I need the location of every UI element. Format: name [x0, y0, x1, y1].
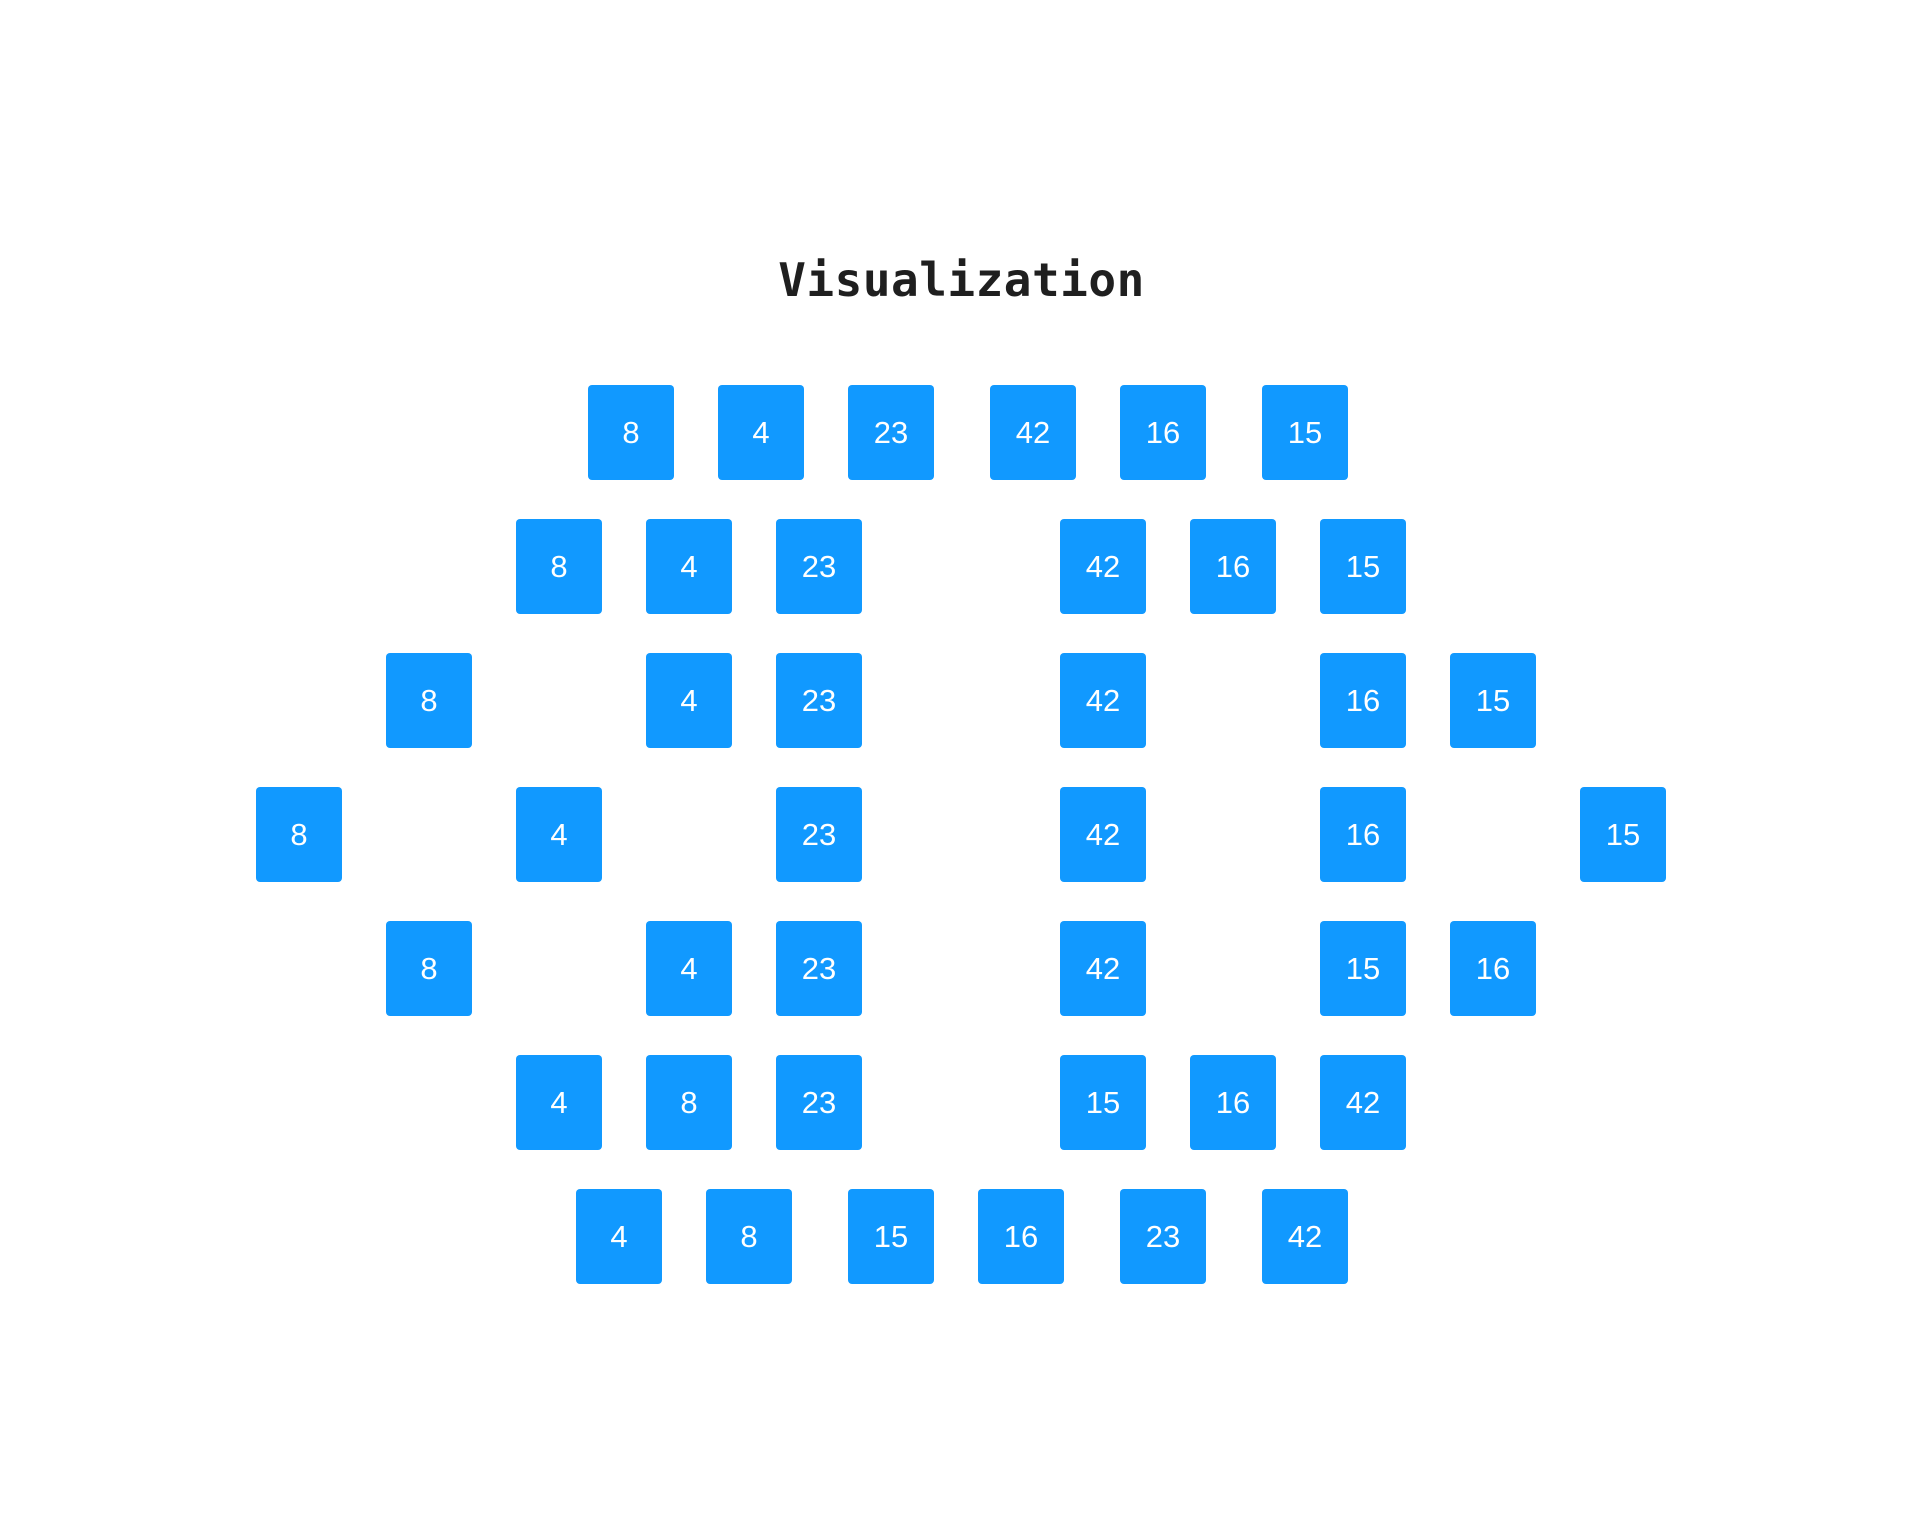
diagram-title: Visualization [778, 253, 1145, 307]
value-cell: 8 [256, 787, 342, 882]
value-cell: 4 [516, 787, 602, 882]
value-cell: 8 [386, 921, 472, 1016]
value-cell: 4 [646, 653, 732, 748]
value-cell: 42 [990, 385, 1076, 480]
value-cell: 16 [1320, 653, 1406, 748]
value-cell: 23 [776, 1055, 862, 1150]
value-cell: 15 [1320, 921, 1406, 1016]
value-cell: 4 [646, 519, 732, 614]
value-cell: 16 [1190, 519, 1276, 614]
value-cell: 15 [1060, 1055, 1146, 1150]
value-cell: 23 [776, 653, 862, 748]
value-cell: 42 [1320, 1055, 1406, 1150]
value-cell: 8 [646, 1055, 732, 1150]
value-cell: 8 [516, 519, 602, 614]
value-cell: 4 [576, 1189, 662, 1284]
value-cell: 42 [1060, 787, 1146, 882]
value-cell: 4 [646, 921, 732, 1016]
value-cell: 8 [588, 385, 674, 480]
value-cell: 23 [776, 787, 862, 882]
value-cell: 23 [1120, 1189, 1206, 1284]
value-cell: 15 [1580, 787, 1666, 882]
value-cell: 15 [1320, 519, 1406, 614]
value-cell: 23 [848, 385, 934, 480]
value-cell: 16 [1190, 1055, 1276, 1150]
value-cell: 23 [776, 519, 862, 614]
value-cell: 15 [1262, 385, 1348, 480]
value-cell: 8 [706, 1189, 792, 1284]
value-cell: 42 [1060, 921, 1146, 1016]
value-cell: 42 [1060, 653, 1146, 748]
value-cell: 23 [776, 921, 862, 1016]
value-cell: 42 [1262, 1189, 1348, 1284]
value-cell: 16 [978, 1189, 1064, 1284]
value-cell: 15 [1450, 653, 1536, 748]
value-cell: 8 [386, 653, 472, 748]
value-cell: 42 [1060, 519, 1146, 614]
value-cell: 16 [1320, 787, 1406, 882]
value-cell: 16 [1120, 385, 1206, 480]
value-cell: 4 [718, 385, 804, 480]
value-cell: 4 [516, 1055, 602, 1150]
value-cell: 15 [848, 1189, 934, 1284]
value-cell: 16 [1450, 921, 1536, 1016]
